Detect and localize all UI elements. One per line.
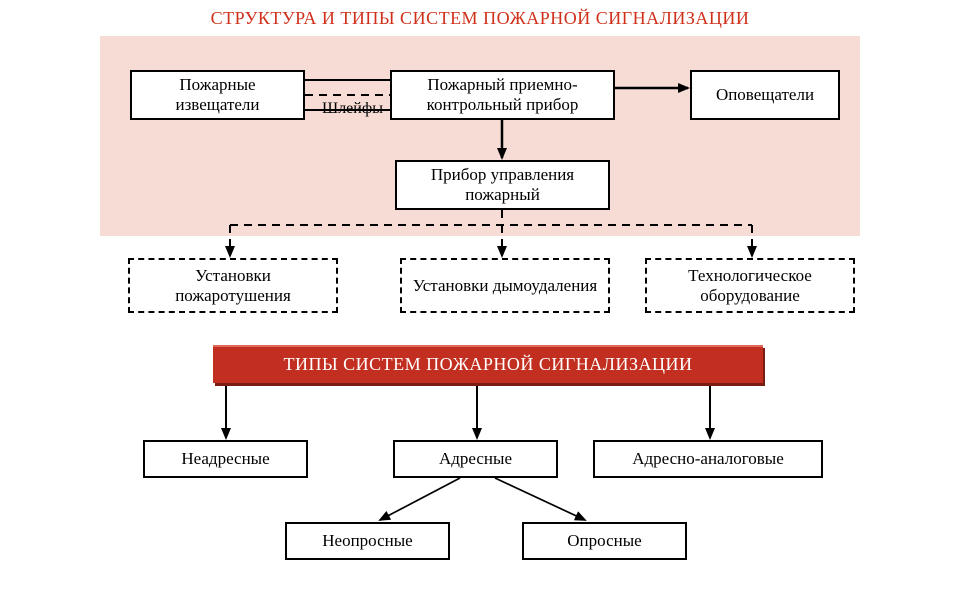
node-nonaddr: Неадресные (143, 440, 308, 478)
node-detectors: Пожарные извещатели (130, 70, 305, 120)
edge-addr-polled (495, 478, 585, 520)
node-tech: Технологическое оборудование (645, 258, 855, 313)
diagram-canvas: СТРУКТУРА И ТИПЫ СИСТЕМ ПОЖАРНОЙ СИГНАЛИ… (0, 0, 960, 601)
types-banner: ТИПЫ СИСТЕМ ПОЖАРНОЙ СИГНАЛИЗАЦИИ (213, 345, 763, 383)
edge-addr-nonpolled (380, 478, 460, 520)
node-extinguish: Установки пожаротушения (128, 258, 338, 313)
node-panel: Пожарный приемно-контрольный прибор (390, 70, 615, 120)
node-addr: Адресные (393, 440, 558, 478)
node-polled: Опросные (522, 522, 687, 560)
node-nonpolled: Неопросные (285, 522, 450, 560)
node-ctrl-device: Прибор управления пожарный (395, 160, 610, 210)
node-addranalog: Адресно-аналоговые (593, 440, 823, 478)
edge-label-loops: Шлейфы (310, 100, 395, 120)
node-smoke: Установки дымоудаления (400, 258, 610, 313)
node-announcers: Оповещатели (690, 70, 840, 120)
diagram-title: СТРУКТУРА И ТИПЫ СИСТЕМ ПОЖАРНОЙ СИГНАЛИ… (100, 8, 860, 32)
